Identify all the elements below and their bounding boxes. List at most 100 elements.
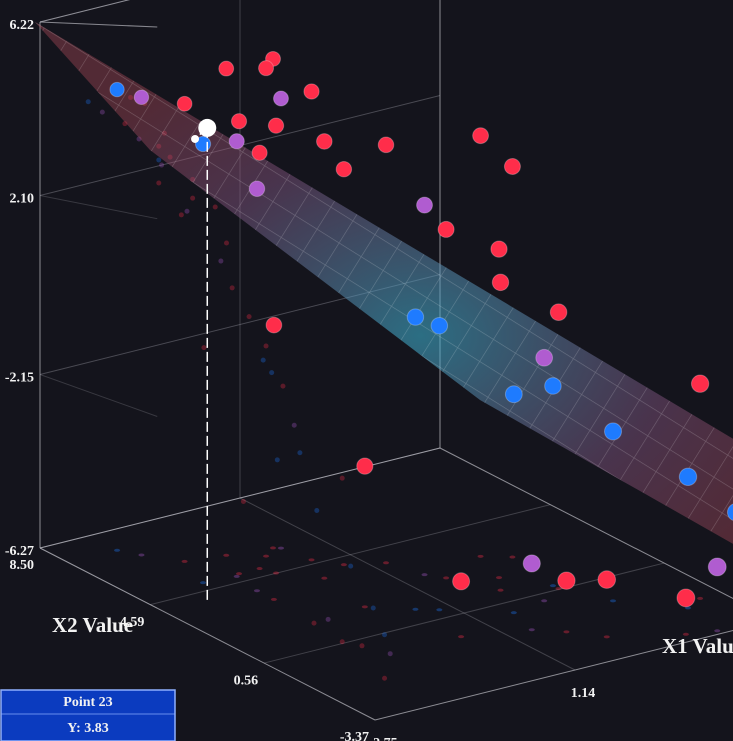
grid-line <box>239 497 576 671</box>
box-edge <box>39 447 441 549</box>
floor-projection <box>181 559 188 563</box>
point <box>109 81 125 98</box>
wall-projection <box>359 643 365 649</box>
floor-projection <box>563 630 570 634</box>
floor-projection <box>697 596 704 600</box>
x1-axis-title: X1 Value <box>662 634 733 658</box>
x1-tick-label: -2.75 <box>368 736 397 741</box>
box-edge <box>39 547 376 721</box>
wall-projection <box>348 563 354 569</box>
point <box>430 316 449 335</box>
floor-projection <box>421 573 428 577</box>
grid-line <box>39 374 158 417</box>
wall-projection <box>314 507 320 513</box>
tooltip-title: Point 23 <box>63 695 112 710</box>
wall-projection <box>212 204 218 210</box>
point <box>335 160 353 178</box>
y-tick-label: 6.22 <box>10 18 35 33</box>
floor-projection <box>340 563 347 567</box>
point <box>437 220 455 238</box>
grid-line <box>439 447 733 599</box>
point <box>230 113 248 130</box>
x2-tick-label: 0.56 <box>234 673 259 688</box>
wall-projection <box>291 422 297 428</box>
point <box>676 588 696 608</box>
point <box>535 348 554 367</box>
floor-projection <box>277 546 284 550</box>
point <box>133 89 150 106</box>
point <box>490 240 508 258</box>
wall-projection <box>99 109 105 115</box>
floor-projection <box>236 572 243 576</box>
wall-projection <box>178 212 184 218</box>
grid-line <box>39 547 158 609</box>
point <box>377 136 395 154</box>
points <box>109 50 733 608</box>
point <box>265 316 283 334</box>
wall-projection <box>280 383 286 389</box>
floor-projection <box>610 599 617 603</box>
floor-projection <box>510 611 517 615</box>
wall-projection <box>240 498 246 504</box>
point <box>303 83 320 100</box>
floor-projection <box>412 607 419 611</box>
grid-line <box>39 447 441 549</box>
wall-projection <box>260 357 266 363</box>
floor-projection <box>682 632 689 636</box>
highlighted-point <box>198 118 217 137</box>
point <box>603 422 623 441</box>
box-edge <box>374 629 733 721</box>
wall-projection <box>190 195 196 201</box>
point <box>678 467 698 487</box>
floor-projection <box>458 635 465 639</box>
box-edge <box>439 447 733 599</box>
wall-projection <box>382 675 388 681</box>
point <box>248 180 266 198</box>
wall-projection <box>159 162 165 168</box>
floor-projection <box>528 628 535 632</box>
wall-projection <box>339 639 345 645</box>
point <box>273 90 289 107</box>
floor-projection <box>541 599 548 603</box>
x2-tick-label: -3.37 <box>340 730 369 741</box>
point <box>472 127 489 145</box>
grid-line <box>39 547 376 721</box>
point <box>406 308 425 326</box>
grid-line <box>39 0 131 23</box>
floor-projection <box>685 606 692 610</box>
wall-projection <box>85 99 91 105</box>
x1-tick-label: 1.14 <box>571 686 596 701</box>
x2-axis-title: X2 Value <box>52 613 133 637</box>
floor-projection <box>321 576 328 580</box>
point <box>544 377 562 395</box>
box-edge <box>39 0 131 23</box>
point <box>228 133 245 150</box>
x2-tick-label: 8.50 <box>10 558 35 573</box>
floor-projection <box>497 588 504 592</box>
wall-projection <box>246 314 252 320</box>
floor-projection <box>263 554 270 558</box>
floor-projection <box>270 546 277 550</box>
box-edge <box>39 21 158 28</box>
wall-projection <box>274 457 280 463</box>
point <box>726 503 733 522</box>
floor-projection <box>603 635 610 639</box>
y-tick-label: 2.10 <box>10 192 35 207</box>
floor-projection <box>509 555 516 559</box>
labels: X2 Value X1 Value -6.27 -2.15 2.10 6.22 -2.7… <box>5 18 733 741</box>
regression-plane-mesh <box>35 22 733 544</box>
point <box>267 117 285 134</box>
point <box>597 570 617 589</box>
floor-projection <box>383 561 390 565</box>
floor-projection <box>233 574 240 578</box>
floor-projection <box>138 553 145 557</box>
floor-projection <box>253 589 260 593</box>
grid-line <box>39 21 158 28</box>
floor-projection <box>114 548 121 552</box>
point <box>522 554 541 573</box>
floor-projection <box>436 608 443 612</box>
floor-projection <box>549 584 556 588</box>
point <box>356 457 374 475</box>
point <box>504 385 523 404</box>
